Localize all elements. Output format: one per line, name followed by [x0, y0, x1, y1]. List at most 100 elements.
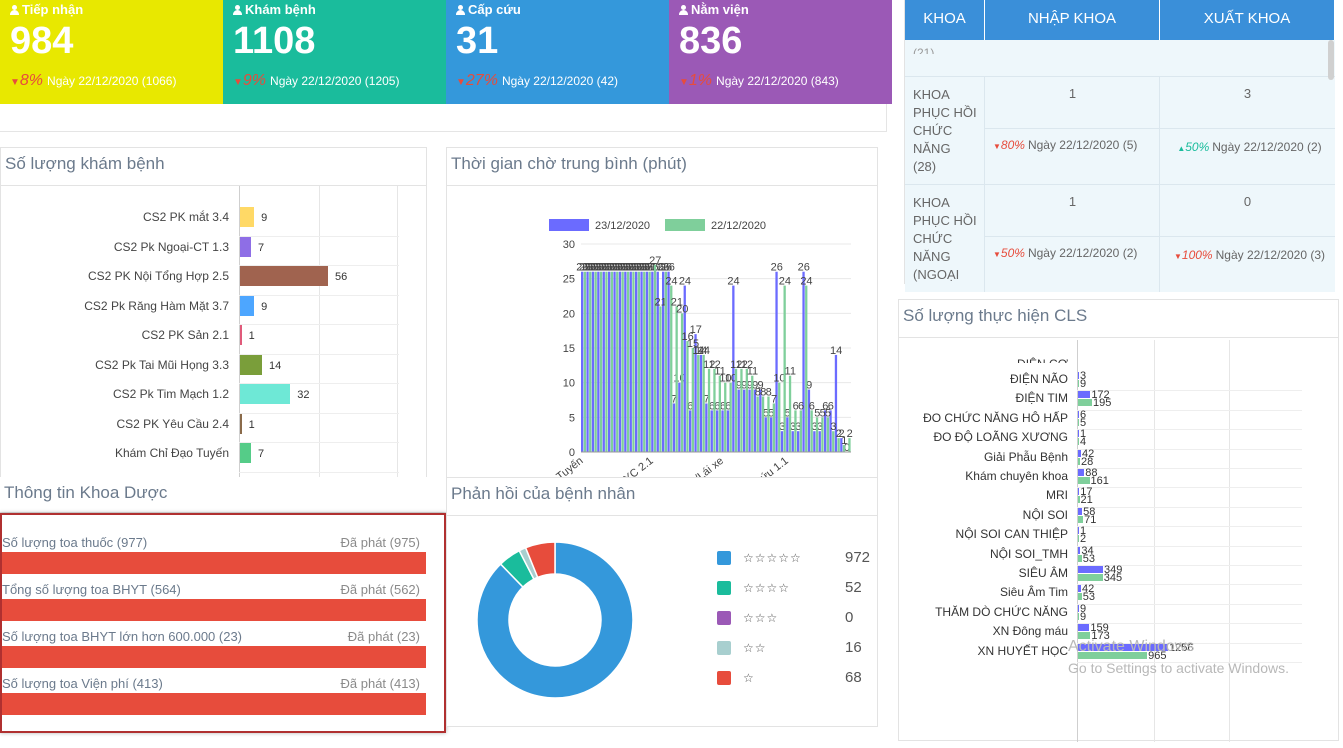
wait-bar[interactable] [726, 410, 730, 452]
cls-bar[interactable] [1078, 632, 1091, 640]
cls-bar[interactable] [1078, 612, 1079, 620]
wait-bar[interactable] [637, 271, 640, 452]
wait-bar[interactable] [680, 313, 684, 452]
cls-bar[interactable] [1078, 574, 1103, 581]
wait-bar[interactable] [791, 431, 794, 452]
wait-bar[interactable] [589, 271, 592, 452]
cls-bar[interactable] [1078, 643, 1168, 651]
wait-bar[interactable] [837, 438, 840, 452]
cls-bar[interactable] [1078, 457, 1080, 465]
wait-bar[interactable] [780, 431, 784, 452]
cls-bar[interactable] [1078, 372, 1079, 379]
table-scrollbar[interactable] [1328, 40, 1334, 80]
wait-bar[interactable] [618, 271, 622, 452]
cls-bar[interactable] [1078, 469, 1085, 476]
kham-bar[interactable] [240, 295, 255, 316]
wait-bar[interactable] [670, 285, 673, 452]
wait-bar[interactable] [797, 431, 800, 452]
cls-bar[interactable] [1078, 593, 1082, 601]
wait-bar[interactable] [599, 271, 603, 452]
wait-bar[interactable] [745, 368, 748, 452]
kham-bar[interactable] [240, 207, 255, 227]
wait-bar[interactable] [813, 431, 816, 452]
kham-bar[interactable] [240, 413, 242, 434]
cls-bar[interactable] [1078, 449, 1081, 457]
wait-bar[interactable] [772, 403, 775, 452]
wait-bar[interactable] [702, 354, 705, 452]
kham-bar[interactable] [240, 325, 242, 345]
wait-bar[interactable] [591, 271, 595, 452]
wait-bar[interactable] [788, 375, 792, 452]
wait-bar[interactable] [697, 354, 700, 452]
wait-bar[interactable] [821, 417, 824, 452]
wait-bar[interactable] [632, 271, 635, 452]
kham-bar[interactable] [240, 443, 251, 463]
kham-bar[interactable] [240, 384, 291, 404]
wait-bar[interactable] [718, 375, 721, 452]
cls-bar[interactable] [1078, 477, 1090, 484]
wait-bar[interactable] [759, 389, 762, 452]
wait-bar[interactable] [640, 271, 643, 452]
wait-bar[interactable] [713, 368, 716, 452]
wait-bar[interactable] [740, 368, 743, 452]
stat-tile[interactable]: Cấp cứu 31 ▼27% Ngày 22/12/2020 (42) [446, 0, 669, 104]
wait-bar[interactable] [705, 403, 708, 452]
wait-bar[interactable] [608, 271, 611, 452]
cls-bar[interactable] [1078, 554, 1082, 562]
wait-bar[interactable] [694, 334, 697, 452]
wait-bar[interactable] [829, 410, 832, 452]
wait-bar[interactable] [729, 382, 732, 452]
wait-bar[interactable] [710, 410, 713, 452]
cls-bar[interactable] [1078, 566, 1103, 573]
wait-bar[interactable] [689, 410, 692, 452]
wait-bar[interactable] [651, 271, 654, 452]
wait-bar[interactable] [610, 271, 613, 452]
wait-bar[interactable] [756, 396, 759, 452]
wait-bar[interactable] [724, 382, 727, 452]
wait-bar[interactable] [826, 417, 829, 452]
wait-bar[interactable] [721, 410, 724, 452]
wait-bar[interactable] [624, 271, 627, 452]
wait-bar[interactable] [662, 271, 665, 452]
cls-bar[interactable] [1078, 651, 1148, 659]
wait-bar[interactable] [848, 438, 851, 452]
wait-bar[interactable] [643, 271, 646, 452]
wait-bar[interactable] [748, 389, 751, 452]
wait-bar[interactable] [770, 417, 773, 452]
wait-bar[interactable] [672, 403, 676, 452]
kham-bar[interactable] [240, 236, 251, 257]
wait-bar[interactable] [737, 389, 740, 452]
wait-bar[interactable] [775, 271, 778, 452]
wait-bar[interactable] [794, 410, 797, 452]
wait-bar[interactable] [664, 271, 667, 452]
cls-bar[interactable] [1078, 438, 1079, 446]
kham-bar[interactable] [240, 266, 328, 286]
cls-bar[interactable] [1078, 624, 1090, 632]
wait-bar[interactable] [764, 417, 767, 452]
table-header[interactable]: KHOA [905, 0, 985, 40]
cls-bar[interactable] [1078, 430, 1079, 438]
wait-bar[interactable] [824, 410, 827, 452]
wait-bar[interactable] [605, 271, 608, 452]
wait-bar[interactable] [778, 382, 781, 452]
wait-bar[interactable] [818, 431, 821, 452]
wait-bar[interactable] [616, 271, 619, 452]
wait-bar[interactable] [691, 348, 694, 452]
cls-bar[interactable] [1078, 496, 1080, 504]
wait-bar[interactable] [686, 341, 689, 452]
wait-bar[interactable] [626, 271, 630, 452]
wait-bar[interactable] [621, 271, 624, 452]
wait-bar[interactable] [732, 285, 735, 452]
wait-bar[interactable] [699, 354, 703, 452]
cls-bar[interactable] [1078, 527, 1079, 535]
wait-bar[interactable] [594, 271, 597, 452]
donut-slice[interactable] [524, 541, 556, 579]
wait-bar[interactable] [656, 271, 659, 452]
wait-bar[interactable] [613, 271, 616, 452]
wait-bar[interactable] [716, 410, 719, 452]
wait-bar[interactable] [586, 271, 589, 452]
wait-bar[interactable] [799, 410, 802, 452]
cls-bar[interactable] [1078, 604, 1079, 612]
cls-bar[interactable] [1078, 507, 1083, 515]
wait-bar[interactable] [840, 438, 843, 452]
